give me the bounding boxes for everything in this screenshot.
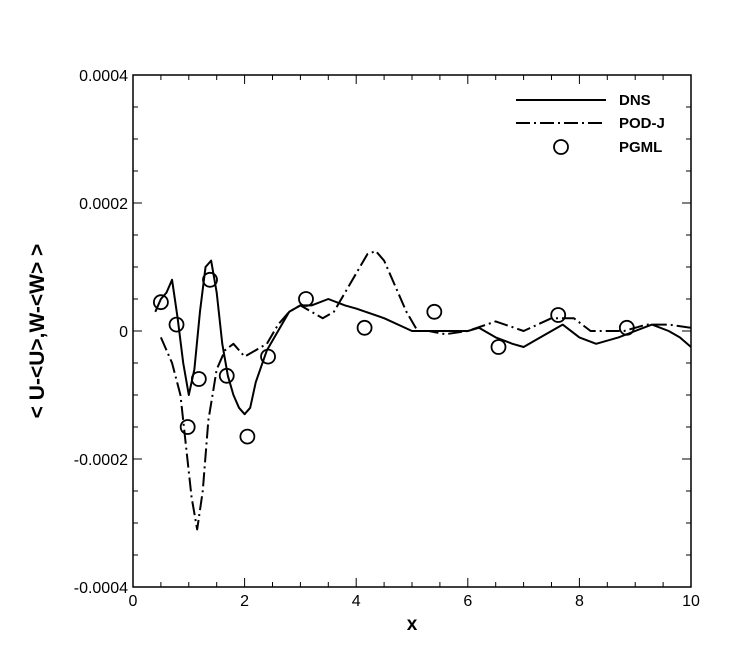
series-pgml-markers	[152, 271, 635, 445]
y-tick-label: 0.0004	[79, 68, 128, 85]
pgml-point	[239, 428, 256, 445]
pgml-point	[179, 419, 196, 435]
pgml-point	[550, 307, 567, 323]
series-pod-j-line	[159, 250, 692, 531]
x-tick-label: 0	[129, 593, 138, 610]
x-axis-title: x	[407, 614, 418, 635]
plot-frame	[132, 74, 692, 588]
legend: DNS POD-J PGML	[516, 92, 665, 156]
x-tick-label: 8	[575, 593, 584, 610]
legend-label: DNS	[619, 92, 651, 109]
pgml-point	[260, 348, 276, 365]
legend-label: PGML	[619, 139, 662, 156]
x-tick-label: 10	[682, 593, 700, 610]
legend-item-pod-j: POD-J	[516, 115, 665, 132]
series-layer	[152, 250, 692, 531]
pgml-point	[190, 371, 207, 387]
y-tick-label: -0.0002	[74, 452, 128, 469]
pgml-point	[202, 271, 218, 288]
y-tick-label: -0.0004	[74, 580, 128, 597]
pgml-point	[426, 303, 443, 320]
x-tick-label: 4	[352, 593, 361, 610]
pgml-point	[298, 291, 314, 307]
legend-label: POD-J	[619, 115, 665, 132]
pgml-point	[490, 339, 507, 355]
legend-item-pgml: PGML	[553, 139, 662, 156]
tick-labels: 0 2 4 6 8 10 -0.0004 -0.0002 0 0.0002 0.0004	[74, 68, 700, 610]
x-tick-label: 2	[240, 593, 249, 610]
x-tick-label: 6	[463, 593, 472, 610]
y-tick-label: 0	[119, 324, 128, 341]
pgml-point	[218, 367, 235, 384]
pgml-point	[168, 316, 185, 333]
legend-marker	[553, 139, 569, 155]
pgml-point	[356, 319, 373, 336]
y-tick-label: 0.0002	[79, 196, 128, 213]
legend-item-dns: DNS	[516, 92, 651, 109]
pgml-point	[152, 294, 169, 311]
y-axis-title: < U-<U>,W-<W> >	[26, 244, 49, 419]
pgml-point	[618, 319, 635, 336]
